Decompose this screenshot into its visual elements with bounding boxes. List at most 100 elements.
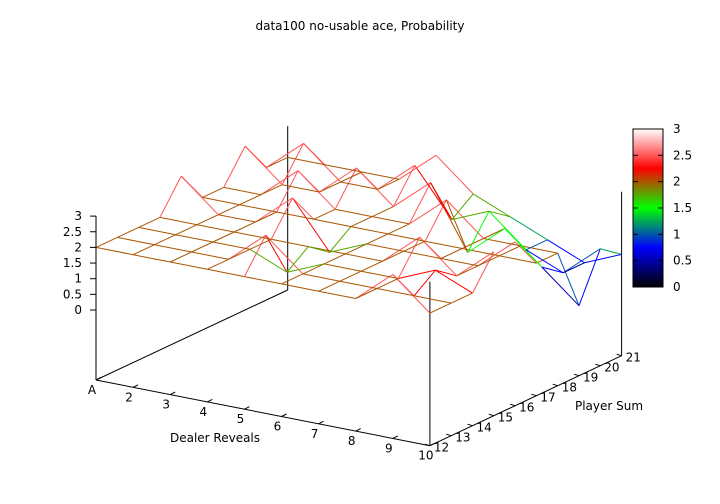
mesh-segment [334, 167, 357, 210]
mesh-segment [244, 276, 282, 285]
z-tick-label: 3 [74, 209, 82, 223]
colorbox-tick-label: 1 [673, 227, 681, 241]
y-tick-label: 14 [477, 421, 492, 435]
mesh-segment [281, 273, 304, 285]
mesh-segment [244, 145, 267, 168]
mesh-segment [175, 224, 198, 236]
x-tick-label: 7 [311, 427, 319, 441]
mesh-segment [541, 266, 564, 274]
y-tick [446, 433, 452, 437]
mesh-segment [132, 244, 155, 256]
mesh-segment [302, 263, 325, 275]
x-tick [355, 428, 361, 432]
mesh-segment [228, 234, 266, 260]
mesh-segment [154, 234, 176, 246]
axis-box [95, 126, 623, 447]
y-tick-label: 18 [562, 381, 577, 395]
mesh-segment [175, 234, 213, 243]
mesh-segment [266, 142, 304, 168]
mesh-segment [403, 240, 426, 252]
mesh-segment [302, 273, 340, 282]
y-tick [531, 393, 537, 397]
mesh-segment [297, 170, 320, 193]
mesh-segment [260, 184, 283, 196]
mesh-segment [450, 292, 473, 304]
y-tick [467, 423, 473, 427]
mesh-segment [281, 143, 304, 185]
mesh-segment [440, 248, 463, 259]
mesh-segment [477, 255, 500, 267]
chart-title: data100 no-usable ace, Probability [255, 19, 464, 33]
mesh-segment [372, 216, 410, 225]
mesh-segment [483, 228, 506, 239]
mesh-segment [409, 199, 447, 225]
mesh-segment [286, 246, 309, 273]
mesh-segment [133, 254, 171, 263]
y-axis-label: Player Sum [575, 399, 643, 413]
mesh-segment [271, 238, 309, 248]
mesh-segment [180, 175, 203, 198]
mesh-segment [510, 216, 548, 241]
mesh-segment [472, 251, 495, 294]
mesh-segment [266, 156, 288, 168]
x-axis-label: Dealer Reveals [170, 431, 260, 445]
mesh-segment [467, 228, 506, 253]
mesh-segment [207, 258, 229, 270]
mesh-segment [265, 235, 288, 273]
mesh-segment [377, 178, 400, 190]
x-tick-label: 4 [199, 405, 207, 419]
x-tick [392, 435, 399, 439]
x-tick [429, 442, 436, 447]
x-tick-label: 9 [385, 441, 393, 455]
colorbox-tick-label: 2.5 [673, 148, 692, 162]
mesh-segment [255, 197, 293, 223]
mesh-segment [376, 278, 399, 289]
mesh-segment [429, 302, 452, 314]
mesh-segment [493, 241, 516, 253]
mesh-segment [318, 290, 356, 299]
mesh-segment [286, 263, 325, 273]
mesh-segment [233, 221, 256, 233]
mesh-segment [212, 241, 250, 250]
mesh-segment [196, 224, 235, 233]
x-tick [207, 398, 213, 403]
mesh-segment [239, 194, 262, 206]
mesh-segment [117, 226, 139, 238]
mesh-segment [276, 211, 314, 220]
mesh-segment [292, 197, 331, 253]
x-tick [244, 406, 250, 410]
mesh-segment [339, 280, 378, 289]
mesh-segment [403, 250, 441, 259]
mesh-segment [324, 164, 362, 173]
colorbox-tick-label: 2 [673, 175, 681, 189]
mesh-segment [339, 270, 362, 282]
mesh-segment [340, 171, 363, 183]
x-tick-label: 10 [418, 449, 433, 463]
y-tick-label: 20 [604, 361, 619, 375]
mesh-segment [483, 238, 521, 247]
mesh-segment [430, 182, 453, 220]
z-tick-label: 2.5 [63, 225, 82, 239]
mesh-segment [95, 246, 134, 256]
mesh-segment [414, 295, 452, 304]
mesh-segment [159, 175, 182, 218]
mesh-segment [335, 208, 373, 218]
y-tick [595, 363, 601, 367]
mesh-segment [95, 236, 118, 248]
mesh-segment [397, 236, 421, 279]
mesh-segment [308, 246, 330, 253]
mesh-segment [435, 269, 457, 277]
x-tick [95, 377, 102, 381]
mesh-segment [446, 199, 484, 239]
mesh-segment [445, 199, 469, 253]
mesh-segment [413, 269, 436, 297]
mesh-segment [350, 226, 389, 235]
mesh-segment [243, 235, 267, 277]
mesh-segment [223, 145, 246, 188]
mesh-segment [562, 262, 585, 274]
mesh-segment [456, 251, 495, 277]
mesh-segment [345, 243, 367, 255]
mesh-segment [398, 154, 437, 180]
mesh-segment [329, 243, 367, 253]
x-tick-label: 2 [125, 390, 133, 404]
